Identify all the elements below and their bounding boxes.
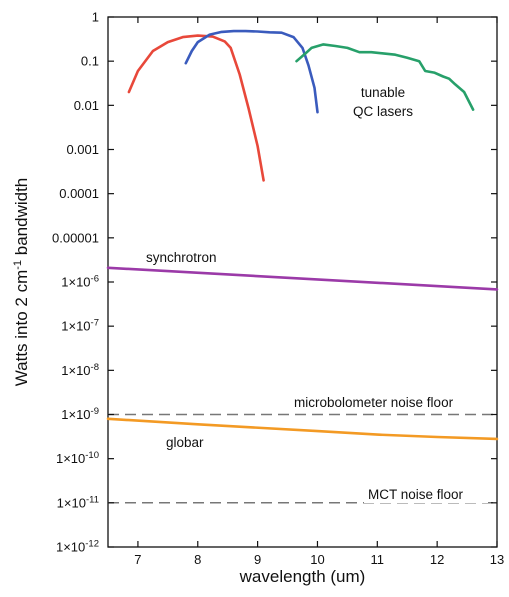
annotation-synchrotron: synchrotron	[146, 250, 217, 265]
y-tick-label: 1×10-6	[61, 274, 99, 290]
x-tick-label: 11	[371, 552, 385, 567]
x-tick-label: 7	[134, 552, 141, 567]
series-line-2	[295, 43, 475, 111]
series-line-1	[184, 29, 319, 114]
annotation-qc-line1: tunable	[361, 85, 405, 100]
y-tick-label: 0.1	[81, 54, 99, 69]
x-tick-label: 12	[430, 552, 444, 567]
y-tick-label: 1×10-9	[61, 406, 99, 422]
y-tick-label: 0.00001	[52, 230, 99, 245]
y-tick-label: 1×10-11	[57, 494, 99, 510]
y-tick-label: 1×10-7	[61, 318, 99, 334]
series-line-3	[106, 266, 499, 291]
y-tick-label: 0.0001	[59, 186, 99, 201]
y-tick-label: 1×10-12	[56, 539, 99, 555]
annotation-bg	[290, 393, 494, 411]
plot-frame	[107, 16, 498, 548]
series-line-0	[127, 34, 265, 182]
annotation-qc-line2: QC lasers	[353, 104, 413, 119]
annotation-mct: MCT noise floor	[368, 487, 464, 502]
series-group	[106, 29, 499, 504]
x-tick-label: 8	[194, 552, 201, 567]
annotation-microbolometer: microbolometer noise floor	[294, 395, 454, 410]
annotations-group: tunable QC lasers synchrotron microbolomete…	[146, 85, 494, 503]
y-tick-label: 1×10-10	[56, 450, 99, 466]
x-axis-label: wavelength (um)	[239, 567, 366, 586]
plot-area	[107, 16, 498, 548]
y-axis-label: Watts into 2 cm-1 bandwidth	[12, 178, 31, 387]
y-tick-label: 1×10-8	[61, 362, 99, 378]
y-tick-label: 0.01	[74, 98, 99, 113]
series-line-4	[106, 417, 499, 441]
annotation-globar: globar	[166, 435, 204, 450]
y-tick-label: 1	[92, 10, 99, 25]
x-tick-label: 9	[254, 552, 261, 567]
y-tick-label: 0.001	[66, 142, 99, 157]
x-tick-label: 13	[490, 552, 504, 567]
x-tick-label: 10	[310, 552, 324, 567]
ticks-group: 7 8 9 10 11 12 13 1 0.1 0.01 0.001 0.0001 0.00001 1×1…	[52, 10, 504, 568]
annotation-bg	[364, 485, 488, 503]
